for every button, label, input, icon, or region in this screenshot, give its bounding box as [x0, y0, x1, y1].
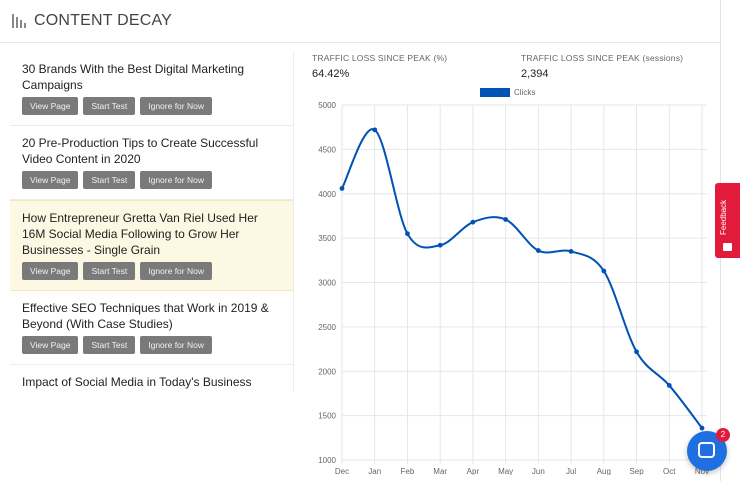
x-tick-label: Jul — [566, 467, 576, 475]
content-list-item: Impact of Social Media in Today's Busine… — [10, 365, 293, 392]
data-point — [666, 383, 672, 388]
ignore-for-now-button[interactable]: Ignore for Now — [140, 97, 212, 115]
bar-chart-icon — [12, 14, 26, 28]
chart-legend[interactable]: Clicks — [480, 88, 535, 97]
legend-swatch — [480, 88, 510, 97]
x-tick-label: Feb — [401, 467, 415, 475]
series-line-clicks — [341, 128, 703, 429]
data-point — [634, 349, 639, 355]
start-test-button[interactable]: Start Test — [83, 336, 136, 354]
feedback-tab[interactable]: Feedback — [715, 183, 740, 258]
ignore-for-now-button[interactable]: Ignore for Now — [140, 336, 212, 354]
x-tick-label: Dec — [335, 467, 349, 475]
y-tick-label: 3000 — [318, 279, 336, 288]
chat-notification-badge: 2 — [716, 428, 730, 442]
y-tick-label: 1500 — [318, 412, 336, 421]
y-tick-label: 5000 — [318, 101, 336, 110]
stat-loss-sessions-value: 2,394 — [521, 68, 549, 80]
y-tick-label: 3500 — [318, 234, 336, 243]
data-point — [601, 268, 607, 274]
x-tick-label: Mar — [433, 467, 447, 475]
start-test-button[interactable]: Start Test — [83, 171, 136, 189]
data-point — [372, 127, 378, 133]
ignore-for-now-button[interactable]: Ignore for Now — [140, 171, 212, 189]
start-test-button[interactable]: Start Test — [83, 262, 136, 280]
content-item-actions: View Page Start Test Ignore for Now — [22, 262, 283, 280]
content-item-actions: View Page Start Test Ignore for Now — [22, 171, 283, 189]
data-point — [470, 219, 476, 225]
content-list-item: 30 Brands With the Best Digital Marketin… — [10, 52, 293, 126]
data-point — [699, 425, 705, 431]
content-item-title: Effective SEO Techniques that Work in 20… — [22, 301, 269, 331]
y-tick-label: 2000 — [318, 367, 336, 376]
content-list-item: 20 Pre-Production Tips to Create Success… — [10, 126, 293, 200]
stat-loss-percent-value: 64.42% — [312, 68, 350, 80]
x-tick-label: Nov — [695, 467, 709, 475]
content-item-title: How Entrepreneur Gretta Van Riel Used He… — [22, 211, 258, 257]
content-item-actions: View Page Start Test Ignore for Now — [22, 97, 283, 115]
stat-loss-percent-label: TRAFFIC LOSS SINCE PEAK (%) — [312, 53, 448, 63]
y-tick-label: 1000 — [318, 456, 336, 465]
x-tick-label: May — [498, 467, 513, 475]
content-item-actions: View Page Start Test Ignore for Now — [22, 336, 283, 354]
start-test-button[interactable]: Start Test — [83, 97, 136, 115]
stat-loss-sessions-label: TRAFFIC LOSS SINCE PEAK (sessions) — [521, 53, 684, 63]
view-page-button[interactable]: View Page — [22, 262, 79, 280]
content-item-title: 30 Brands With the Best Digital Marketin… — [22, 62, 245, 92]
feedback-icon — [723, 243, 732, 251]
stat-loss-percent: TRAFFIC LOSS SINCE PEAK (%) 64.42% — [312, 53, 447, 80]
feedback-label: Feedback — [719, 199, 728, 235]
content-decay-panel: CONTENT DECAY 30 Brands With the Best Di… — [0, 0, 721, 481]
panel-header: CONTENT DECAY — [0, 0, 720, 43]
content-item-title: 20 Pre-Production Tips to Create Success… — [22, 136, 259, 166]
x-tick-label: Aug — [597, 467, 611, 475]
ignore-for-now-button[interactable]: Ignore for Now — [140, 262, 212, 280]
content-item-title: Impact of Social Media in Today's Busine… — [22, 375, 252, 392]
legend-label: Clicks — [514, 88, 536, 97]
view-page-button[interactable]: View Page — [22, 97, 79, 115]
clicks-line-chart: 1000 1500 2000 2500 3000 3500 4000 4500 5000 Dec J… — [318, 101, 709, 475]
x-tick-label: Apr — [467, 467, 480, 475]
content-list-item: Effective SEO Techniques that Work in 20… — [10, 291, 293, 365]
y-tick-label: 2500 — [318, 323, 336, 332]
data-point — [339, 186, 345, 191]
chat-icon — [698, 442, 715, 458]
x-tick-label: Jan — [368, 467, 381, 475]
view-page-button[interactable]: View Page — [22, 171, 79, 189]
view-page-button[interactable]: View Page — [22, 336, 79, 354]
x-tick-label: Jun — [532, 467, 545, 475]
x-tick-label: Sep — [629, 467, 644, 475]
y-tick-label: 4500 — [318, 145, 336, 154]
content-list-item: How Entrepreneur Gretta Van Riel Used He… — [10, 200, 293, 291]
data-point — [503, 217, 509, 222]
x-tick-label: Oct — [663, 467, 676, 475]
stat-loss-sessions: TRAFFIC LOSS SINCE PEAK (sessions) 2,394 — [521, 53, 683, 80]
data-point — [405, 231, 410, 237]
content-list[interactable]: 30 Brands With the Best Digital Marketin… — [10, 52, 294, 392]
data-point — [535, 248, 541, 253]
panel-title: CONTENT DECAY — [34, 12, 173, 29]
data-point — [568, 249, 574, 254]
data-point — [437, 242, 443, 248]
y-tick-label: 4000 — [318, 190, 336, 199]
